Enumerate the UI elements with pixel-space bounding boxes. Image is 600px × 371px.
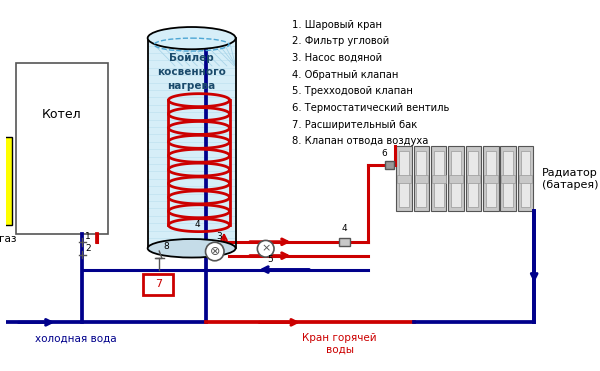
Bar: [3, 137, 12, 225]
Text: Радиатор
(батарея): Радиатор (батарея): [542, 168, 598, 190]
Text: ⊗: ⊗: [209, 245, 220, 258]
Bar: [503, 151, 513, 207]
Text: 7: 7: [155, 279, 162, 289]
Bar: [413, 147, 429, 211]
Text: 6: 6: [382, 149, 387, 158]
Bar: [483, 147, 499, 211]
Bar: [143, 274, 173, 295]
Text: 5: 5: [268, 255, 273, 264]
Bar: [396, 147, 412, 211]
Text: 5. Трехходовой клапан: 5. Трехходовой клапан: [292, 86, 412, 96]
Bar: [500, 147, 516, 211]
Text: 3: 3: [217, 232, 223, 240]
Text: Котел: Котел: [42, 108, 82, 121]
Bar: [521, 151, 530, 207]
Bar: [385, 161, 394, 169]
Bar: [397, 175, 411, 183]
Bar: [518, 147, 533, 211]
Bar: [486, 151, 496, 207]
Text: 6. Термостатический вентиль: 6. Термостатический вентиль: [292, 103, 449, 113]
Text: газ: газ: [0, 234, 16, 244]
Text: ×: ×: [261, 244, 271, 254]
Text: 4. Обратный клапан: 4. Обратный клапан: [292, 70, 398, 80]
Bar: [467, 175, 480, 183]
Circle shape: [206, 242, 224, 261]
Text: 1: 1: [85, 232, 91, 241]
Text: 7. Расширительный бак: 7. Расширительный бак: [292, 119, 417, 129]
Ellipse shape: [148, 239, 236, 257]
Text: 8. Клапан отвода воздуха: 8. Клапан отвода воздуха: [292, 136, 428, 146]
Bar: [448, 147, 464, 211]
Bar: [469, 151, 478, 207]
Text: 3. Насос водяной: 3. Насос водяной: [292, 53, 382, 63]
Bar: [431, 147, 446, 211]
Bar: [432, 175, 446, 183]
Bar: [415, 175, 428, 183]
Bar: [434, 151, 443, 207]
Bar: [484, 175, 497, 183]
Text: 4: 4: [194, 220, 200, 229]
Bar: [339, 238, 350, 246]
Text: 4: 4: [341, 224, 347, 233]
Bar: [148, 38, 236, 248]
Text: Бойлер
косвенного
нагрева: Бойлер косвенного нагрева: [157, 53, 226, 91]
Ellipse shape: [148, 27, 236, 49]
Text: 2. Фильтр угловой: 2. Фильтр угловой: [292, 36, 389, 46]
Bar: [399, 151, 409, 207]
Bar: [449, 175, 463, 183]
Text: 8: 8: [164, 242, 170, 251]
Bar: [416, 151, 427, 207]
Bar: [466, 147, 481, 211]
Text: 2: 2: [85, 244, 91, 253]
Bar: [16, 63, 109, 234]
Bar: [451, 151, 461, 207]
Text: Кран горячей
воды: Кран горячей воды: [302, 334, 377, 355]
Circle shape: [257, 240, 274, 257]
Text: 1. Шаровый кран: 1. Шаровый кран: [292, 20, 382, 30]
Bar: [518, 175, 532, 183]
Bar: [502, 175, 515, 183]
Text: холодная вода: холодная вода: [35, 334, 117, 344]
